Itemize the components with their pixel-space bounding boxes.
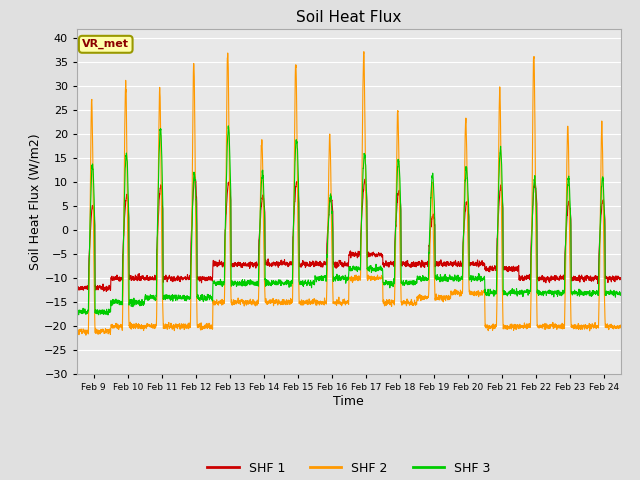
SHF 1: [525, 274, 532, 280]
SHF 2: [360, 49, 368, 55]
SHF 2: [186, 324, 193, 329]
SHF 3: [525, 288, 532, 293]
SHF 1: [73, 285, 81, 291]
SHF 1: [102, 288, 110, 294]
SHF 3: [369, 268, 377, 274]
SHF 3: [186, 295, 193, 300]
SHF 1: [617, 276, 625, 282]
Text: VR_met: VR_met: [82, 39, 129, 49]
SHF 1: [539, 274, 547, 280]
SHF 2: [525, 324, 532, 329]
Line: SHF 2: SHF 2: [77, 52, 621, 335]
SHF 2: [82, 332, 90, 338]
SHF 3: [398, 281, 406, 287]
SHF 1: [398, 263, 406, 269]
Legend: SHF 1, SHF 2, SHF 3: SHF 1, SHF 2, SHF 3: [202, 456, 495, 480]
SHF 3: [104, 312, 112, 318]
SHF 1: [186, 276, 193, 282]
SHF 2: [73, 325, 81, 331]
SHF 3: [225, 123, 232, 129]
SHF 2: [369, 276, 377, 282]
Y-axis label: Soil Heat Flux (W/m2): Soil Heat Flux (W/m2): [29, 133, 42, 270]
SHF 2: [617, 324, 625, 329]
Line: SHF 3: SHF 3: [77, 126, 621, 315]
SHF 1: [369, 252, 377, 258]
SHF 1: [499, 195, 506, 201]
SHF 3: [499, 181, 506, 187]
SHF 1: [191, 174, 199, 180]
SHF 3: [617, 290, 625, 296]
SHF 2: [398, 300, 406, 306]
Line: SHF 1: SHF 1: [77, 177, 621, 291]
SHF 3: [73, 308, 81, 313]
X-axis label: Time: Time: [333, 395, 364, 408]
SHF 2: [539, 322, 547, 328]
SHF 3: [539, 290, 547, 296]
Title: Soil Heat Flux: Soil Heat Flux: [296, 10, 401, 25]
SHF 2: [499, 267, 506, 273]
